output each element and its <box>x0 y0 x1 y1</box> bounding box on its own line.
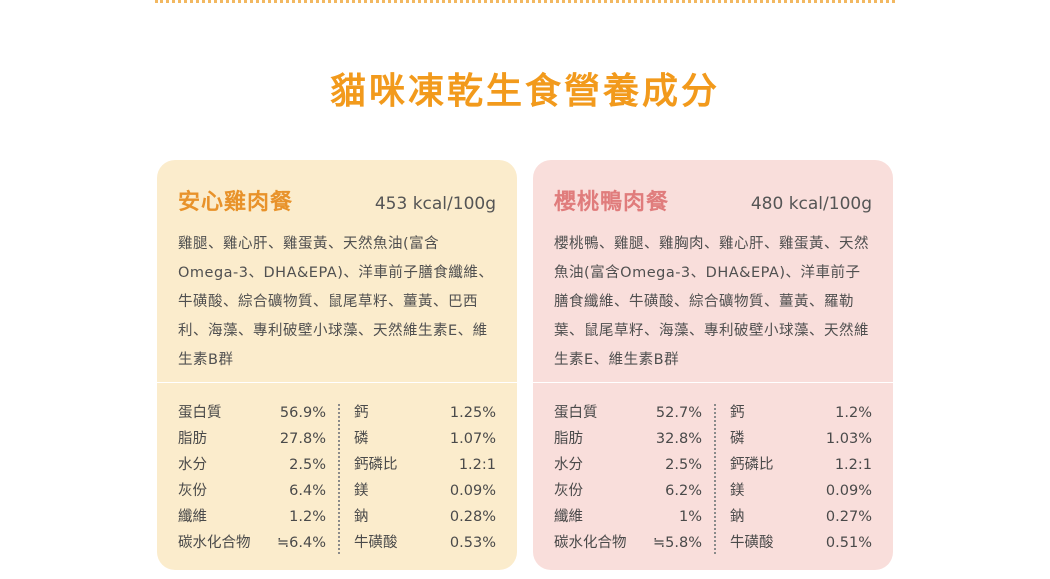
dotted-separator <box>714 404 716 554</box>
nutrient-label: 鈣磷比 <box>730 457 774 473</box>
nutrient-table: 蛋白質 56.9% 脂肪 27.8% 水分 2.5% 灰份 6.4% 纖維 1.2% 碳水… <box>178 400 496 558</box>
nutrient-row: 纖維 1.2% <box>178 504 326 530</box>
card-header: 安心雞肉餐 453 kcal/100g <box>157 160 517 216</box>
calorie-value: 453 kcal/100g <box>374 194 496 214</box>
nutrient-row: 蛋白質 52.7% <box>554 400 702 426</box>
nutrient-label: 鎂 <box>354 483 369 499</box>
nutrient-label: 鈣 <box>354 405 369 421</box>
card-divider <box>533 382 893 383</box>
nutrient-label: 鈣磷比 <box>354 457 398 473</box>
product-card-chicken: 安心雞肉餐 453 kcal/100g 雞腿、雞心肝、雞蛋黃、天然魚油(富含Om… <box>157 160 517 570</box>
nutrient-value: 52.7% <box>655 405 702 421</box>
nutrient-label: 鎂 <box>730 483 745 499</box>
nutrient-value: 1.25% <box>449 405 496 421</box>
nutrient-column-main: 蛋白質 56.9% 脂肪 27.8% 水分 2.5% 灰份 6.4% 纖維 1.2% 碳水… <box>178 400 326 558</box>
nutrient-label: 牛磺酸 <box>730 535 774 551</box>
nutrient-row: 脂肪 32.8% <box>554 426 702 452</box>
nutrient-row: 鎂 0.09% <box>730 478 872 504</box>
nutrient-row: 鈣 1.25% <box>354 400 496 426</box>
nutrient-column-main: 蛋白質 52.7% 脂肪 32.8% 水分 2.5% 灰份 6.2% 纖維 1% 碳水化合… <box>554 400 702 558</box>
nutrient-value: 6.2% <box>665 483 702 499</box>
nutrient-row: 纖維 1% <box>554 504 702 530</box>
nutrient-label: 鈉 <box>354 509 369 525</box>
nutrient-label: 磷 <box>730 431 745 447</box>
nutrient-label: 蛋白質 <box>178 405 222 421</box>
nutrient-row: 鈣 1.2% <box>730 400 872 426</box>
nutrient-label: 鈉 <box>730 509 745 525</box>
nutrient-row: 鎂 0.09% <box>354 478 496 504</box>
ingredients-list: 雞腿、雞心肝、雞蛋黃、天然魚油(富含Omega-3、DHA&EPA)、洋車前子膳… <box>178 236 494 368</box>
nutrient-column-minerals: 鈣 1.2% 磷 1.03% 鈣磷比 1.2:1 鎂 0.09% 鈉 0.27% 牛磺酸 0… <box>716 400 872 558</box>
nutrient-value: 2.5% <box>289 457 326 473</box>
nutrient-value: 0.51% <box>825 535 872 551</box>
nutrient-value: 1.2% <box>835 405 872 421</box>
page-title: 貓咪凍乾生食營養成分 <box>329 71 720 112</box>
nutrient-row: 牛磺酸 0.53% <box>354 530 496 556</box>
calorie-value: 480 kcal/100g <box>750 194 872 214</box>
nutrient-row: 灰份 6.2% <box>554 478 702 504</box>
nutrient-label: 水分 <box>178 457 207 473</box>
nutrient-row: 碳水化合物 ≒6.4% <box>178 530 326 556</box>
nutrient-value: 0.09% <box>449 483 496 499</box>
card-divider <box>157 382 517 383</box>
nutrient-label: 鈣 <box>730 405 745 421</box>
nutrient-row: 鈉 0.27% <box>730 504 872 530</box>
nutrient-value: 0.53% <box>449 535 496 551</box>
nutrient-value: 2.5% <box>665 457 702 473</box>
nutrient-label: 碳水化合物 <box>178 535 251 551</box>
nutrient-value: 1.2:1 <box>834 457 872 473</box>
nutrient-table: 蛋白質 52.7% 脂肪 32.8% 水分 2.5% 灰份 6.2% 纖維 1% 碳水化合… <box>554 400 872 558</box>
nutrient-label: 磷 <box>354 431 369 447</box>
nutrient-row: 蛋白質 56.9% <box>178 400 326 426</box>
nutrient-value: 0.28% <box>449 509 496 525</box>
card-header: 櫻桃鴨肉餐 480 kcal/100g <box>533 160 893 216</box>
nutrient-value: ≒6.4% <box>276 535 326 551</box>
nutrient-row: 鈉 0.28% <box>354 504 496 530</box>
nutrient-row: 水分 2.5% <box>178 452 326 478</box>
nutrient-label: 蛋白質 <box>554 405 598 421</box>
nutrient-row: 水分 2.5% <box>554 452 702 478</box>
product-name: 櫻桃鴨肉餐 <box>554 190 670 215</box>
nutrient-row: 磷 1.03% <box>730 426 872 452</box>
product-name: 安心雞肉餐 <box>178 190 294 215</box>
nutrient-row: 磷 1.07% <box>354 426 496 452</box>
nutrient-row: 鈣磷比 1.2:1 <box>354 452 496 478</box>
nutrient-row: 灰份 6.4% <box>178 478 326 504</box>
dotted-separator <box>338 404 340 554</box>
nutrient-row: 碳水化合物 ≒5.8% <box>554 530 702 556</box>
nutrient-value: 32.8% <box>655 431 702 447</box>
nutrient-label: 牛磺酸 <box>354 535 398 551</box>
nutrient-label: 纖維 <box>178 509 207 525</box>
nutrient-value: 6.4% <box>289 483 326 499</box>
nutrient-value: 56.9% <box>279 405 326 421</box>
nutrient-label: 纖維 <box>554 509 583 525</box>
nutrient-value: 1.2% <box>289 509 326 525</box>
nutrient-value: ≒5.8% <box>652 535 702 551</box>
nutrient-value: 1.07% <box>449 431 496 447</box>
nutrient-value: 1.2:1 <box>458 457 496 473</box>
nutrient-value: 1% <box>678 509 702 525</box>
nutrient-value: 0.09% <box>825 483 872 499</box>
nutrient-label: 灰份 <box>178 483 207 499</box>
nutrient-row: 脂肪 27.8% <box>178 426 326 452</box>
nutrient-label: 碳水化合物 <box>554 535 627 551</box>
nutrient-row: 鈣磷比 1.2:1 <box>730 452 872 478</box>
product-card-duck: 櫻桃鴨肉餐 480 kcal/100g 櫻桃鴨、雞腿、雞胸肉、雞心肝、雞蛋黃、天… <box>533 160 893 570</box>
nutrient-value: 27.8% <box>279 431 326 447</box>
nutrient-label: 灰份 <box>554 483 583 499</box>
nutrient-row: 牛磺酸 0.51% <box>730 530 872 556</box>
ingredients-list: 櫻桃鴨、雞腿、雞胸肉、雞心肝、雞蛋黃、天然魚油(富含Omega-3、DHA&EP… <box>554 236 869 368</box>
nutrient-label: 水分 <box>554 457 583 473</box>
nutrient-label: 脂肪 <box>178 431 207 447</box>
nutrient-value: 1.03% <box>825 431 872 447</box>
nutrient-label: 脂肪 <box>554 431 583 447</box>
nutrient-column-minerals: 鈣 1.25% 磷 1.07% 鈣磷比 1.2:1 鎂 0.09% 鈉 0.28% 牛磺酸… <box>340 400 496 558</box>
nutrient-value: 0.27% <box>825 509 872 525</box>
top-dotted-divider <box>155 0 895 3</box>
